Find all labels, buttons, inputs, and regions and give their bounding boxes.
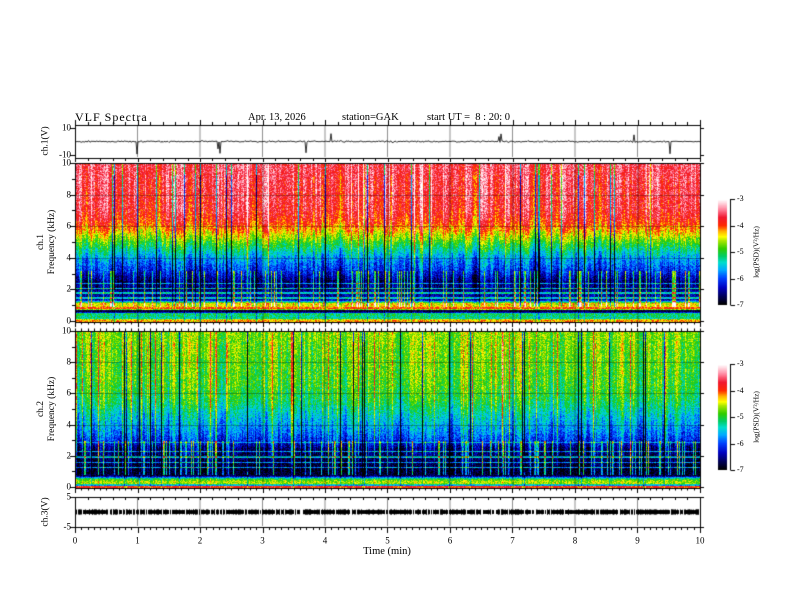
- ch2-axis-line2: Frequency (kHz): [47, 376, 57, 442]
- frequency-tick-label: 4: [66, 419, 72, 430]
- x-tick-label: 4: [322, 535, 328, 546]
- ch1-axis-line1: ch.1: [36, 233, 46, 251]
- colorbar-tick-label: -4: [737, 220, 744, 230]
- ch1-frequency-axis-label: ch.1 Frequency (kHz): [36, 210, 58, 275]
- frequency-tick-label: 10: [62, 157, 71, 168]
- frequency-tick-label: 6: [66, 387, 72, 398]
- frequency-tick-label: 2: [66, 283, 72, 294]
- x-tick-label: 10: [695, 535, 705, 546]
- ch1-voltage-tick-label: 10: [62, 122, 71, 133]
- station-label: station=GAK: [342, 112, 399, 123]
- x-axis-title: Time (min): [363, 545, 411, 557]
- colorbar-tick-label: -3: [737, 359, 744, 368]
- x-tick-label: 9: [635, 535, 640, 546]
- date-label: Apr. 13, 2026: [248, 112, 306, 123]
- frequency-tick-label: 8: [66, 189, 72, 200]
- frequency-tick-label: 2: [66, 450, 72, 461]
- frequency-tick-label: 6: [66, 220, 72, 231]
- colorbar-tick-label: -6: [737, 438, 744, 448]
- colorbar-tick-label: -5: [737, 412, 744, 421]
- frequency-tick-label: 8: [66, 356, 72, 367]
- ch3-voltage-tick-label: 5: [66, 491, 72, 502]
- colorbar-tick-label: -6: [737, 273, 744, 283]
- colorbar2-label: log(PSD)(V²/Hz): [751, 391, 761, 443]
- colorbar-tick-label: -3: [737, 194, 744, 203]
- ch1-axis-line2: Frequency (kHz): [47, 209, 57, 275]
- x-tick-label: 6: [447, 535, 453, 546]
- x-tick-label: 3: [260, 535, 265, 546]
- ch1-voltage-axis-label: ch.1(V): [40, 126, 51, 156]
- colorbar-tick-label: -5: [737, 247, 744, 256]
- figure-title: VLF Spectra: [75, 110, 148, 124]
- colorbar-tick-label: -7: [737, 300, 744, 309]
- ch2-frequency-axis-label: ch.2 Frequency (kHz): [36, 377, 58, 442]
- start-ut-label: start UT = 8 : 20: 0: [427, 112, 511, 123]
- x-tick-label: 2: [197, 535, 203, 546]
- frequency-tick-label: 0: [66, 315, 72, 326]
- x-tick-label: 5: [385, 535, 390, 546]
- frequency-tick-label: 0: [66, 481, 72, 492]
- ch1-voltage-tick-label: -10: [59, 149, 71, 160]
- ch3-voltage-axis-label: ch.3(V): [40, 497, 51, 527]
- frequency-tick-label: 4: [66, 252, 72, 263]
- ch3-voltage-tick-label: -5: [63, 521, 72, 532]
- x-tick-label: 8: [572, 535, 578, 546]
- colorbar-tick-label: -7: [737, 465, 744, 474]
- frequency-tick-label: 10: [62, 325, 71, 336]
- x-tick-label: 7: [510, 535, 515, 546]
- ch2-axis-line1: ch.2: [36, 400, 46, 418]
- colorbar-tick-label: -4: [737, 385, 744, 395]
- x-tick-label: 1: [135, 535, 140, 546]
- x-tick-label: 0: [72, 535, 78, 546]
- colorbar1-label: log(PSD)(V²/Hz): [751, 226, 761, 278]
